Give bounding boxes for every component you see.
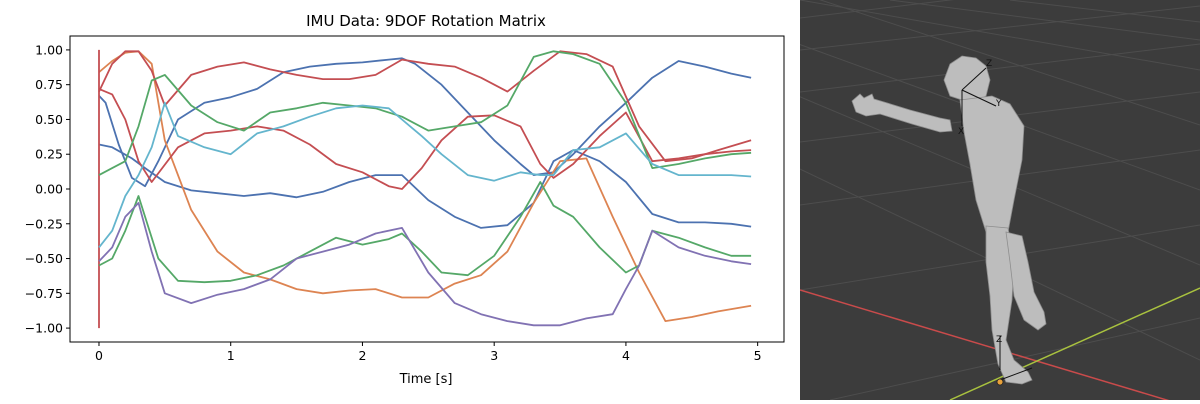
viewport-svg: Z Y X Z (800, 0, 1200, 400)
series-line-6 (98, 50, 752, 176)
series-line-5 (98, 88, 752, 190)
y-tick-label-8: 1.00 (35, 42, 63, 57)
chart-panel: IMU Data: 9DOF Rotation Matrix 0 1 2 3 4 5 −1… (24, 12, 785, 387)
plot-frame (69, 35, 785, 343)
y-tick-label-7: 0.75 (35, 77, 63, 92)
gizmo-z-label: Z (986, 59, 992, 69)
chart-title: IMU Data: 9DOF Rotation Matrix (306, 12, 546, 30)
x-tick-label-2: 2 (358, 348, 366, 363)
series-line-0 (98, 57, 752, 188)
x-tick-label-3: 3 (490, 348, 498, 363)
x-axis-label: Time [s] (399, 372, 453, 387)
right-leg (1005, 231, 1047, 331)
y-tick-label-0: −1.00 (25, 321, 63, 336)
bone-gizmo (961, 67, 1033, 381)
gizmo-y-label: Y (995, 99, 1002, 109)
series-line-2 (98, 50, 752, 323)
origin-point (996, 378, 1004, 386)
x-tick-label-4: 4 (622, 348, 630, 363)
series-layer (98, 49, 752, 329)
y-tick-label-5: 0.25 (35, 147, 63, 162)
y-tick-label-4: 0.00 (35, 182, 63, 197)
y-ticks: −1.00 −0.75 −0.50 −0.25 0.00 0.25 0.50 0.75 1.00 (25, 42, 70, 336)
origin-z-label: Z (996, 335, 1002, 345)
series-line-4 (98, 50, 752, 163)
series-line-1 (98, 143, 752, 229)
y-tick-label-3: −0.25 (25, 216, 63, 231)
x-tick-label-5: 5 (754, 348, 762, 363)
3d-viewport[interactable]: Z Y X Z (800, 0, 1200, 400)
x-tick-label-0: 0 (95, 348, 103, 363)
human-figure[interactable] (851, 55, 1047, 385)
x-ticks: 0 1 2 3 4 5 (95, 342, 762, 363)
chart-svg: IMU Data: 9DOF Rotation Matrix 0 1 2 3 4 5 −1… (25, 12, 785, 387)
x-tick-label-1: 1 (227, 348, 235, 363)
y-tick-label-6: 0.50 (35, 112, 63, 127)
y-tick-label-2: −0.50 (25, 251, 63, 266)
y-tick-label-1: −0.75 (25, 286, 63, 301)
y-axis-line (949, 287, 1200, 400)
torso (959, 95, 1025, 233)
series-line-8 (98, 201, 752, 327)
gizmo-x-label: X (958, 127, 964, 137)
raised-arm (851, 93, 953, 133)
head-hand (943, 55, 991, 103)
series-line-9 (98, 101, 752, 248)
